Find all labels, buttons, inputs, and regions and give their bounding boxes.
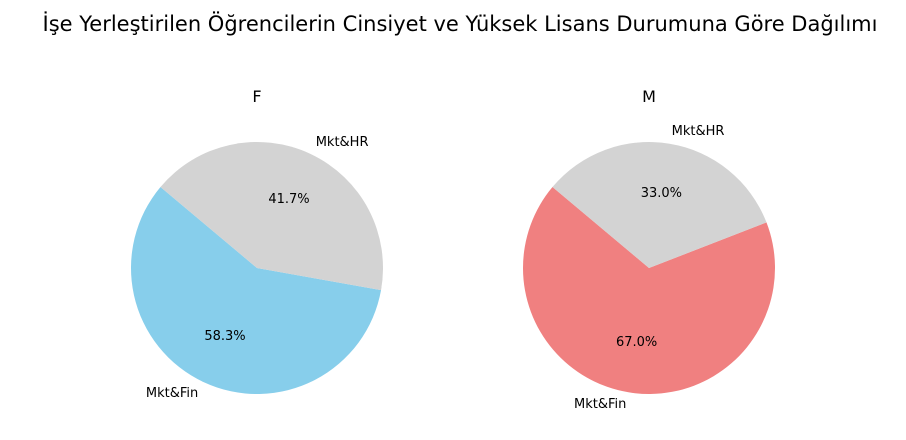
pie-slice-m-mkt-hr xyxy=(552,142,767,268)
pie-slice-f-mkt-fin xyxy=(131,187,382,394)
pie-pct-m-mkt-hr: 33.0% xyxy=(641,186,682,201)
pie-pct-f-mkt-fin: 58.3% xyxy=(204,329,245,344)
pie-slice-m-mkt-fin xyxy=(522,187,775,395)
pie-pct-m-mkt-fin: 67.0% xyxy=(616,335,657,350)
pie-label-m-mkt-fin: Mkt&Fin xyxy=(574,397,626,412)
pie-pct-f-mkt-hr: 41.7% xyxy=(268,192,309,207)
pie-label-m-mkt-hr: Mkt&HR xyxy=(672,124,725,139)
pie-label-f-mkt-fin: Mkt&Fin xyxy=(146,386,198,401)
pie-title-m: M xyxy=(642,87,656,106)
chart-suptitle: İşe Yerleştirilen Öğrencilerin Cinsiyet … xyxy=(43,11,878,36)
pie-label-f-mkt-hr: Mkt&HR xyxy=(316,135,369,150)
pie-slice-f-mkt-hr xyxy=(160,141,384,291)
pie-chart-m: M Mkt&Fin 67.0% Mkt&HR 33.0% xyxy=(522,87,775,412)
pie-chart-f: F Mkt&Fin 58.3% Mkt&HR 41.7% xyxy=(131,87,384,401)
pie-title-f: F xyxy=(252,87,261,106)
